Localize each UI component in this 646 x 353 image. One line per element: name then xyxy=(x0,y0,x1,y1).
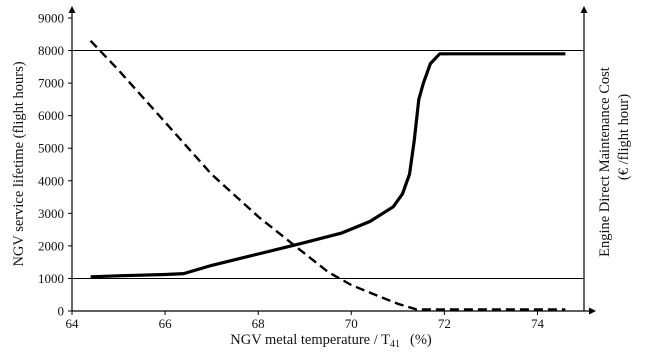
x-tick-label: 70 xyxy=(345,316,358,331)
reference-lines xyxy=(72,50,584,279)
x-axis-label-unit: (%) xyxy=(410,332,432,348)
series-line-cost xyxy=(89,39,566,311)
y-axis-arrow xyxy=(68,6,76,13)
y-tick-label: 4000 xyxy=(38,173,64,188)
series-line-lifetime xyxy=(90,52,566,279)
y2-axis-label-line1: Engine Direct Maintenance Cost xyxy=(597,67,613,257)
x-tick-label: 74 xyxy=(531,316,545,331)
ticks: 64 66 68 70 72 74 0 1000 2000 3000 4000 5000 6000 700… xyxy=(38,11,544,332)
y-tick-label: 3000 xyxy=(38,206,64,221)
y-tick-label: 6000 xyxy=(38,108,64,123)
x-tick-label: 68 xyxy=(252,316,265,331)
y-axis-label: NGV service lifetime (flight hours) xyxy=(11,61,27,266)
y-tick-label: 9000 xyxy=(38,11,64,26)
y-tick-label: 2000 xyxy=(38,238,64,253)
x-tick-label: 72 xyxy=(438,316,451,331)
y-tick-label: 7000 xyxy=(38,76,64,91)
x-axis-arrow xyxy=(589,307,596,315)
y-tick-label: 1000 xyxy=(38,271,64,286)
series-layer xyxy=(89,39,566,311)
x-axis-label-subscript: 41 xyxy=(390,339,400,350)
axes xyxy=(68,6,596,315)
x-tick-label: 66 xyxy=(159,316,173,331)
y-tick-label: 5000 xyxy=(38,141,64,156)
y2-axis-arrow xyxy=(580,6,588,13)
y2-axis-label-line2: (€ /flight hour) xyxy=(616,94,632,180)
x-tick-label: 64 xyxy=(66,316,80,331)
x-axis-label: NGV metal temperature / T41 (%) xyxy=(230,332,432,350)
x-axis-label-main: NGV metal temperature / T xyxy=(230,332,390,348)
y-tick-label: 8000 xyxy=(38,43,64,58)
y-tick-label: 0 xyxy=(58,304,65,319)
